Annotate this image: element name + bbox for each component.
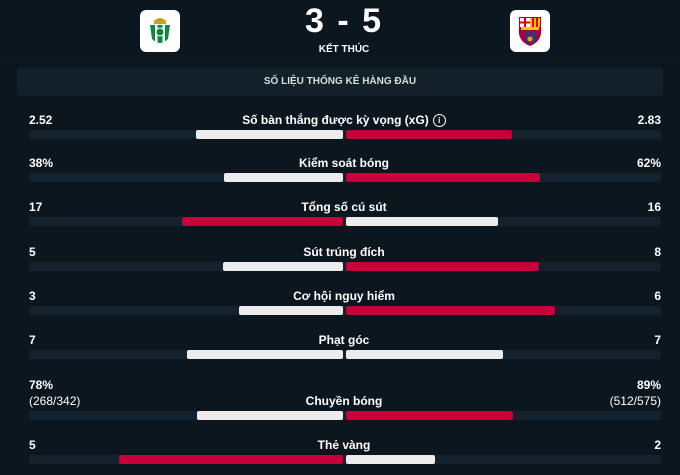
home-sub-value: (268/342) [29,394,81,408]
away-bar [346,262,539,271]
stat-bar-track [29,455,661,464]
home-value: 38% [29,156,54,170]
home-value: 5 [29,245,36,259]
home-team-logo[interactable] [140,10,180,52]
away-team-logo[interactable] [510,10,550,52]
home-value: 2.52 [29,113,53,127]
home-bar [195,130,343,139]
away-value: 2 [654,438,661,452]
home-bar [186,350,343,359]
home-value: 7 [29,333,36,347]
away-bar [346,350,503,359]
home-bar [222,262,343,271]
home-bar [224,173,343,182]
away-bar [346,130,512,139]
away-bar [346,306,555,315]
stat-label: Kiểm soát bóng [298,156,389,170]
away-value: 7 [654,333,661,347]
fc-barcelona-crest-icon [518,17,542,46]
away-sub-value: (512/575) [609,394,661,408]
home-value: 78% [29,378,54,392]
away-value: 16 [647,200,661,214]
match-score: 3 - 5 [304,2,384,40]
stat-label: Phạt góc [318,333,370,347]
real-betis-crest-icon [150,18,170,43]
stat-label: Tổng số cú sút [301,200,387,214]
stat-label: Thẻ vàng [317,438,371,452]
stat-label: Sút trúng đích [303,245,385,259]
stat-bar-track [29,350,661,359]
away-bar [346,411,513,420]
section-title[interactable]: SỐ LIỆU THỐNG KÊ HÀNG ĐẦU [17,68,663,96]
stat-label: Chuyền bóng [305,394,383,408]
stat-label: Số bàn thắng được kỳ vọng (xG) [242,113,429,127]
away-bar [346,455,436,464]
home-bar [119,455,343,464]
home-bar [238,306,343,315]
stat-bar-track [29,411,661,420]
home-value: 17 [29,200,43,214]
away-bar [346,217,498,226]
stat-bar-track [29,217,661,226]
stat-label: Cơ hội nguy hiểm [293,289,395,303]
away-bar [346,173,541,182]
match-status: KẾT THÚC [318,44,370,55]
away-value: 2.83 [637,113,661,127]
away-value: 89% [636,378,661,392]
home-value: 3 [29,289,36,303]
stat-bar-track [29,262,661,271]
home-value: 5 [29,438,36,452]
home-bar [196,411,343,420]
info-icon[interactable]: i [432,114,446,127]
away-value: 8 [654,245,661,259]
stat-bar-track [29,306,661,315]
away-value: 62% [636,156,661,170]
stat-bar-track [29,130,661,139]
divider [0,61,680,63]
away-value: 6 [654,289,661,303]
home-bar [181,217,343,226]
stat-bar-track [29,173,661,182]
